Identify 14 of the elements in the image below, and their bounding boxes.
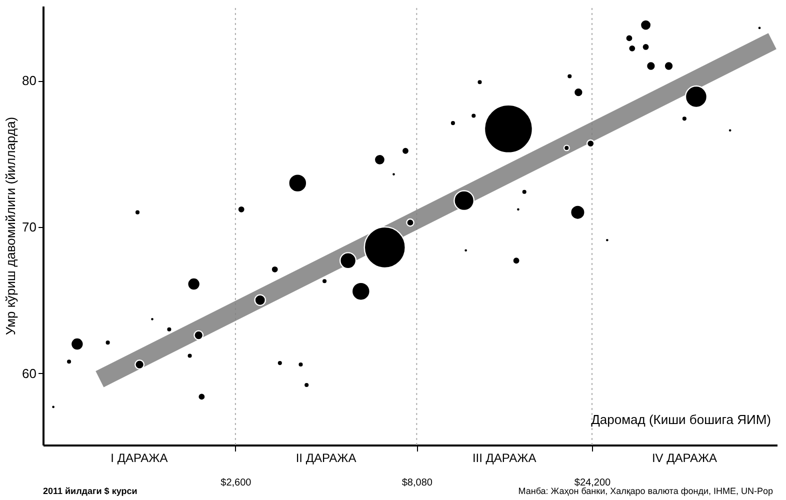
y-tick-label: 80 xyxy=(22,73,36,88)
x-axis-title: Даромад (Киши бошига ЯИМ) xyxy=(591,412,771,427)
x-tick-label: $2,600 xyxy=(220,478,252,488)
text: 2011 йилдаги $ курси xyxy=(43,486,138,496)
text: Манба: Жаҳон банки, Халқаро валюта фонди, IHME, UN-Pop xyxy=(518,486,773,496)
x-tick-label: $24,200 xyxy=(574,478,612,488)
y-axis-title: Умр кўриш давомийлиги (йилларда) xyxy=(3,116,18,336)
text: III ДАРАЖА xyxy=(472,451,536,465)
x-tick-label: $8,080 xyxy=(402,478,433,488)
y-tick-label: 70 xyxy=(22,219,36,234)
y-tick-label: 60 xyxy=(22,366,36,381)
text: IV ДАРАЖА xyxy=(652,451,718,465)
text: II ДАРАЖА xyxy=(296,451,356,465)
text: I ДАРАЖА xyxy=(110,451,168,465)
